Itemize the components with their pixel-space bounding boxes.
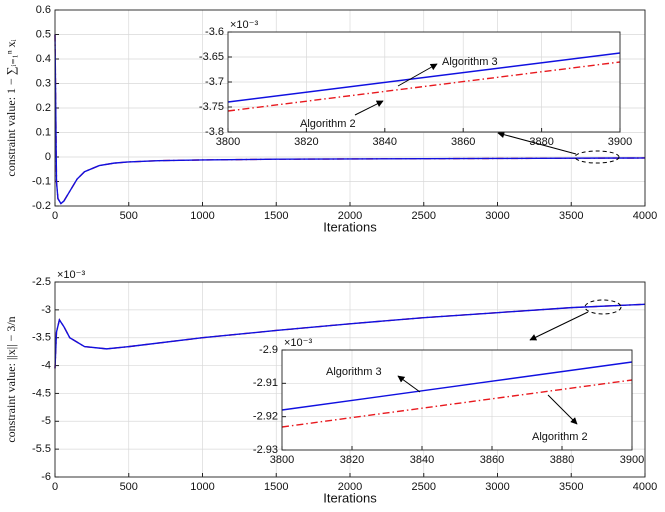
plot-frame [54, 281, 646, 478]
y-tick-label: -0.2 [32, 200, 51, 212]
x-tick-label: 3880 [529, 136, 553, 148]
x-tick-label: 3000 [485, 481, 509, 493]
y-tick-label: 0.3 [36, 77, 51, 89]
series-line [227, 61, 621, 112]
y-multiplier: ×10⁻³ [230, 19, 258, 31]
x-tick-label: 3860 [451, 136, 475, 148]
x-tick-label: 4000 [633, 210, 657, 222]
y-tick-label: -3.5 [32, 332, 51, 344]
y-multiplier: ×10⁻³ [284, 337, 312, 349]
y-tick-label: -2.5 [32, 276, 51, 288]
y-tick-label: -2.91 [253, 377, 278, 389]
y-tick-label: 0.1 [36, 126, 51, 138]
x-tick-label: 3000 [485, 210, 509, 222]
plot-frame [54, 9, 646, 207]
x-tick-label: 3880 [550, 454, 574, 466]
annotation-arrow [397, 375, 421, 393]
x-axis-label: Iterations [323, 219, 377, 234]
y-axis-label: constraint value: ||x|| − 3/n [4, 316, 18, 442]
y-tick-label: -2.9 [259, 344, 278, 356]
annotation-arrow [397, 63, 438, 87]
y-tick-label: -2.92 [253, 411, 278, 423]
y-axis-label: constraint value: 1 − ∑ᵢ₌₁ⁿ xᵢ [4, 39, 18, 176]
y-tick-label: 0.2 [36, 102, 51, 114]
x-tick-label: 3800 [216, 136, 240, 148]
x-tick-label: 1000 [190, 210, 214, 222]
y-tick-label: -3.65 [199, 51, 224, 63]
series-line [281, 361, 633, 411]
plot-frame [227, 31, 621, 133]
x-tick-label: 1500 [264, 481, 288, 493]
y-tick-label: -4 [41, 359, 51, 371]
x-tick-label: 3900 [620, 454, 644, 466]
x-tick-label: 3860 [480, 454, 504, 466]
series-line [54, 303, 646, 369]
series-line [54, 34, 646, 205]
x-tick-label: 3500 [559, 481, 583, 493]
y-tick-label: -3 [41, 304, 51, 316]
x-tick-label: 3820 [340, 454, 364, 466]
zoom-arrow [529, 311, 589, 341]
x-tick-label: 500 [120, 210, 138, 222]
x-tick-label: 1500 [264, 210, 288, 222]
x-tick-label: 3900 [608, 136, 632, 148]
y-tick-label: -5.5 [32, 443, 51, 455]
annotation-label: Algorithm 2 [532, 431, 588, 443]
series-line [227, 52, 621, 103]
y-tick-label: -0.1 [32, 175, 51, 187]
y-tick-label: 0.4 [36, 53, 51, 65]
series-line [281, 379, 633, 428]
zoom-arrow [497, 131, 577, 155]
annotation-label: Algorithm 3 [442, 56, 498, 68]
x-tick-label: 2000 [338, 210, 362, 222]
plot-frame [281, 349, 633, 451]
y-tick-label: 0.6 [36, 4, 51, 16]
annotation-arrow [547, 394, 578, 425]
y-tick-label: 0 [45, 151, 51, 163]
x-tick-label: 0 [52, 481, 58, 493]
x-tick-label: 3820 [294, 136, 318, 148]
zoom-ellipse [574, 150, 620, 164]
y-tick-label: 0.5 [36, 28, 51, 40]
x-tick-label: 3800 [270, 454, 294, 466]
x-tick-label: 3500 [559, 210, 583, 222]
plot-background [282, 350, 632, 450]
y-tick-label: -3.6 [205, 26, 224, 38]
x-tick-label: 3840 [373, 136, 397, 148]
x-tick-label: 1000 [190, 481, 214, 493]
x-tick-label: 4000 [633, 481, 657, 493]
y-tick-label: -2.93 [253, 444, 278, 456]
x-tick-label: 2500 [412, 210, 436, 222]
x-tick-label: 2500 [412, 481, 436, 493]
x-tick-label: 500 [120, 481, 138, 493]
x-tick-label: 2000 [338, 481, 362, 493]
y-tick-label: -3.7 [205, 76, 224, 88]
annotation-label: Algorithm 2 [300, 118, 356, 130]
x-tick-label: 3840 [410, 454, 434, 466]
y-tick-label: -3.8 [205, 126, 224, 138]
annotation-arrow [354, 100, 384, 116]
annotation-label: Algorithm 3 [326, 366, 382, 378]
y-multiplier: ×10⁻³ [57, 269, 85, 281]
y-tick-label: -4.5 [32, 387, 51, 399]
x-axis-label: Iterations [323, 490, 377, 505]
y-tick-label: -5 [41, 415, 51, 427]
x-tick-label: 0 [52, 210, 58, 222]
y-tick-label: -6 [41, 471, 51, 483]
y-tick-label: -3.75 [199, 101, 224, 113]
zoom-ellipse [584, 299, 622, 315]
